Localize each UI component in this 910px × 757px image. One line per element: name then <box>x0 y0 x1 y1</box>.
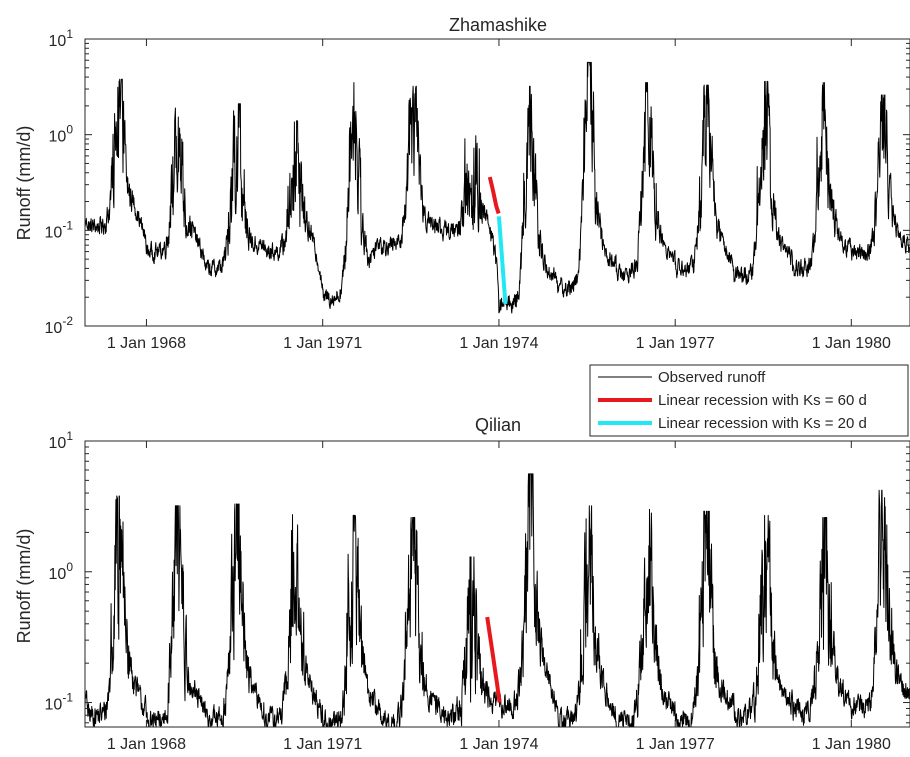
y-tick-base: 10 <box>45 320 63 337</box>
panel-zhamashike: Zhamashike Runoff (mm/d) 10-210-1100101 … <box>14 15 910 352</box>
y-tick-base: 10 <box>49 129 67 146</box>
x-tick-label: 1 Jan 1980 <box>812 335 891 352</box>
series-observed-runoff <box>85 61 910 314</box>
y-tick-exponent: 1 <box>66 27 73 41</box>
y-tick-label: 10-2 <box>45 314 74 337</box>
y-tick-base: 10 <box>45 224 63 241</box>
y-tick-exponent: -2 <box>62 314 73 328</box>
legend-entry-observed: Observed runoff <box>598 369 766 386</box>
x-tick-label: 1 Jan 1977 <box>636 736 715 753</box>
series-recession-ks60 <box>485 616 502 703</box>
series-recession-ks20 <box>496 216 508 305</box>
x-tick-label: 1 Jan 1974 <box>459 736 538 753</box>
y-tick-base: 10 <box>49 435 67 452</box>
legend-label: Observed runoff <box>658 369 766 386</box>
axes-box <box>84 440 910 728</box>
x-tick-label: 1 Jan 1977 <box>636 335 715 352</box>
x-tick-label: 1 Jan 1980 <box>812 736 891 753</box>
legend-label: Linear recession with Ks = 20 d <box>658 415 867 432</box>
panel-title: Zhamashike <box>449 15 547 35</box>
x-tick-label: 1 Jan 1971 <box>283 335 362 352</box>
y-tick-label: 101 <box>49 27 74 50</box>
legend-entry-ks60: Linear recession with Ks = 60 d <box>598 392 867 409</box>
series-recession-ks60 <box>487 176 501 215</box>
x-tick-label: 1 Jan 1974 <box>459 335 538 352</box>
y-tick-base: 10 <box>49 566 67 583</box>
plot-area <box>85 473 910 727</box>
y-tick-exponent: 1 <box>66 429 73 443</box>
y-tick-exponent: 0 <box>66 560 73 574</box>
panel-title: Qilian <box>475 415 521 435</box>
plot-area <box>85 61 910 314</box>
y-tick-base: 10 <box>49 33 67 50</box>
y-tick-exponent: -1 <box>62 218 73 232</box>
x-tick-label: 1 Jan 1968 <box>107 335 186 352</box>
legend-entry-ks20: Linear recession with Ks = 20 d <box>598 415 867 432</box>
legend-label: Linear recession with Ks = 60 d <box>658 392 867 409</box>
x-tick-label: 1 Jan 1971 <box>283 736 362 753</box>
y-axis-label: Runoff (mm/d) <box>14 126 34 241</box>
y-tick-label: 100 <box>49 560 74 583</box>
x-ticks: 1 Jan 1968 1 Jan 1971 1 Jan 1974 1 Jan 1977… <box>107 39 891 352</box>
y-tick-exponent: 0 <box>66 123 73 137</box>
y-tick-exponent: -1 <box>62 691 73 705</box>
x-tick-label: 1 Jan 1968 <box>107 736 186 753</box>
y-tick-base: 10 <box>45 697 63 714</box>
axes-box <box>84 38 910 327</box>
legend: Observed runoff Linear recession with Ks… <box>589 364 909 437</box>
y-tick-label: 100 <box>49 123 74 146</box>
x-ticks: 1 Jan 1968 1 Jan 1971 1 Jan 1974 1 Jan 1977… <box>107 441 891 753</box>
y-tick-label: 101 <box>49 429 74 452</box>
y-tick-label: 10-1 <box>45 691 74 714</box>
y-tick-label: 10-1 <box>45 218 74 241</box>
y-axis-label: Runoff (mm/d) <box>14 529 34 644</box>
